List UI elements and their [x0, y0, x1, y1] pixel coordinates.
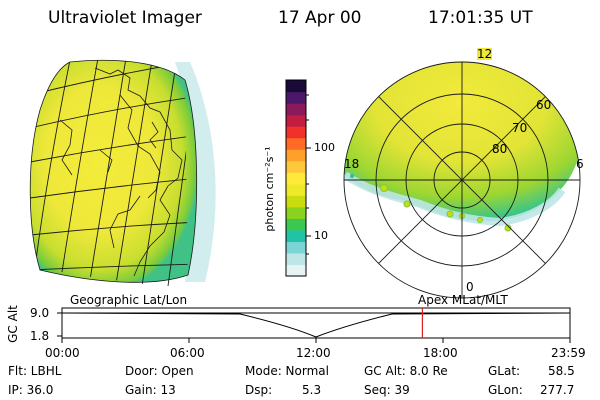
mlt-label-6: 6	[576, 157, 584, 171]
colorbar-swatch	[286, 195, 306, 208]
mlt-label-0: 0	[466, 280, 474, 294]
timeline-y-tick-1.8: 1.8	[30, 329, 50, 343]
altitude-curve	[61, 312, 571, 338]
colorbar-tick-10: 10	[314, 229, 328, 242]
timeline-x-tick-1800: 18:00	[423, 346, 458, 360]
colorbar-swatch	[286, 206, 306, 219]
status-gain: Gain: 13	[125, 383, 176, 397]
globe-outline	[29, 59, 198, 283]
status-dsp-value: 5.3	[302, 383, 322, 397]
timeline-panel	[57, 307, 571, 343]
instrument-title: Ultraviolet Imager	[48, 8, 202, 28]
status-mode: Mode: Normal	[245, 364, 329, 378]
globe-image	[29, 59, 216, 287]
observation-date: 17 Apr 00	[278, 8, 362, 28]
colorbar-swatch	[286, 103, 306, 116]
colorbar-swatch	[286, 80, 306, 93]
timeline-right-title: Apex MLat/MLT	[418, 293, 508, 307]
colorbar-unit-label: photon cm⁻²s⁻¹	[263, 146, 276, 232]
lat-label-80: 80	[492, 142, 508, 156]
colorbar-swatch	[286, 91, 306, 104]
status-dsp-label: Dsp:	[245, 383, 273, 397]
colorbar-swatch	[286, 252, 306, 266]
colorbar-tick-100: 100	[314, 141, 335, 154]
colorbar-swatch	[286, 137, 306, 150]
status-glat-value: 58.5	[548, 364, 575, 378]
timeline-x-tick-2359: 23:59	[551, 346, 586, 360]
lat-label-60: 60	[536, 98, 552, 112]
status-door: Door: Open	[125, 364, 194, 378]
status-ip: IP: 36.0	[8, 383, 54, 397]
timeline-left-title: Geographic Lat/Lon	[70, 293, 188, 307]
auroral-oval	[344, 62, 580, 222]
polar-plot	[343, 61, 581, 299]
globe-coastlines	[59, 67, 183, 277]
timeline-y-label: GC Alt	[6, 305, 20, 343]
status-glon-label: GLon:	[488, 383, 523, 397]
globe-disc	[30, 60, 197, 283]
colorbar-swatch	[286, 264, 306, 277]
mlt-label-12: 12	[477, 47, 493, 61]
timeline-x-tick-0600: 06:00	[170, 346, 205, 360]
lat-label-70: 70	[512, 121, 528, 135]
timeline-x-tick-1200: 12:00	[296, 346, 331, 360]
status-glat-label: GLat:	[488, 364, 521, 378]
mlt-label-18: 18	[344, 157, 360, 171]
colorbar-swatch	[286, 241, 306, 254]
colorbar-swatch	[286, 126, 306, 139]
colorbar-swatch	[286, 172, 306, 185]
polar-grid	[343, 61, 581, 299]
status-gc-alt: GC Alt: 8.0 Re	[364, 364, 448, 378]
colorbar	[285, 79, 307, 277]
colorbar-swatch	[286, 183, 306, 196]
observation-time: 17:01:35 UT	[428, 8, 533, 28]
colorbar-ticks	[306, 94, 311, 255]
status-glon-value: 277.7	[540, 383, 575, 397]
status-seq: Seq: 39	[364, 383, 410, 397]
colorbar-swatch	[286, 218, 306, 231]
status-filter: Flt: LBHL	[8, 364, 62, 378]
colorbar-frame	[285, 79, 307, 277]
timeline-x-tick-0000: 00:00	[45, 346, 80, 360]
colorbar-swatch	[286, 160, 306, 173]
colorbar-swatch	[286, 114, 306, 127]
timeline-y-tick-9: 9.0	[30, 306, 50, 320]
colorbar-swatch	[286, 149, 306, 162]
colorbar-swatch	[286, 229, 306, 243]
